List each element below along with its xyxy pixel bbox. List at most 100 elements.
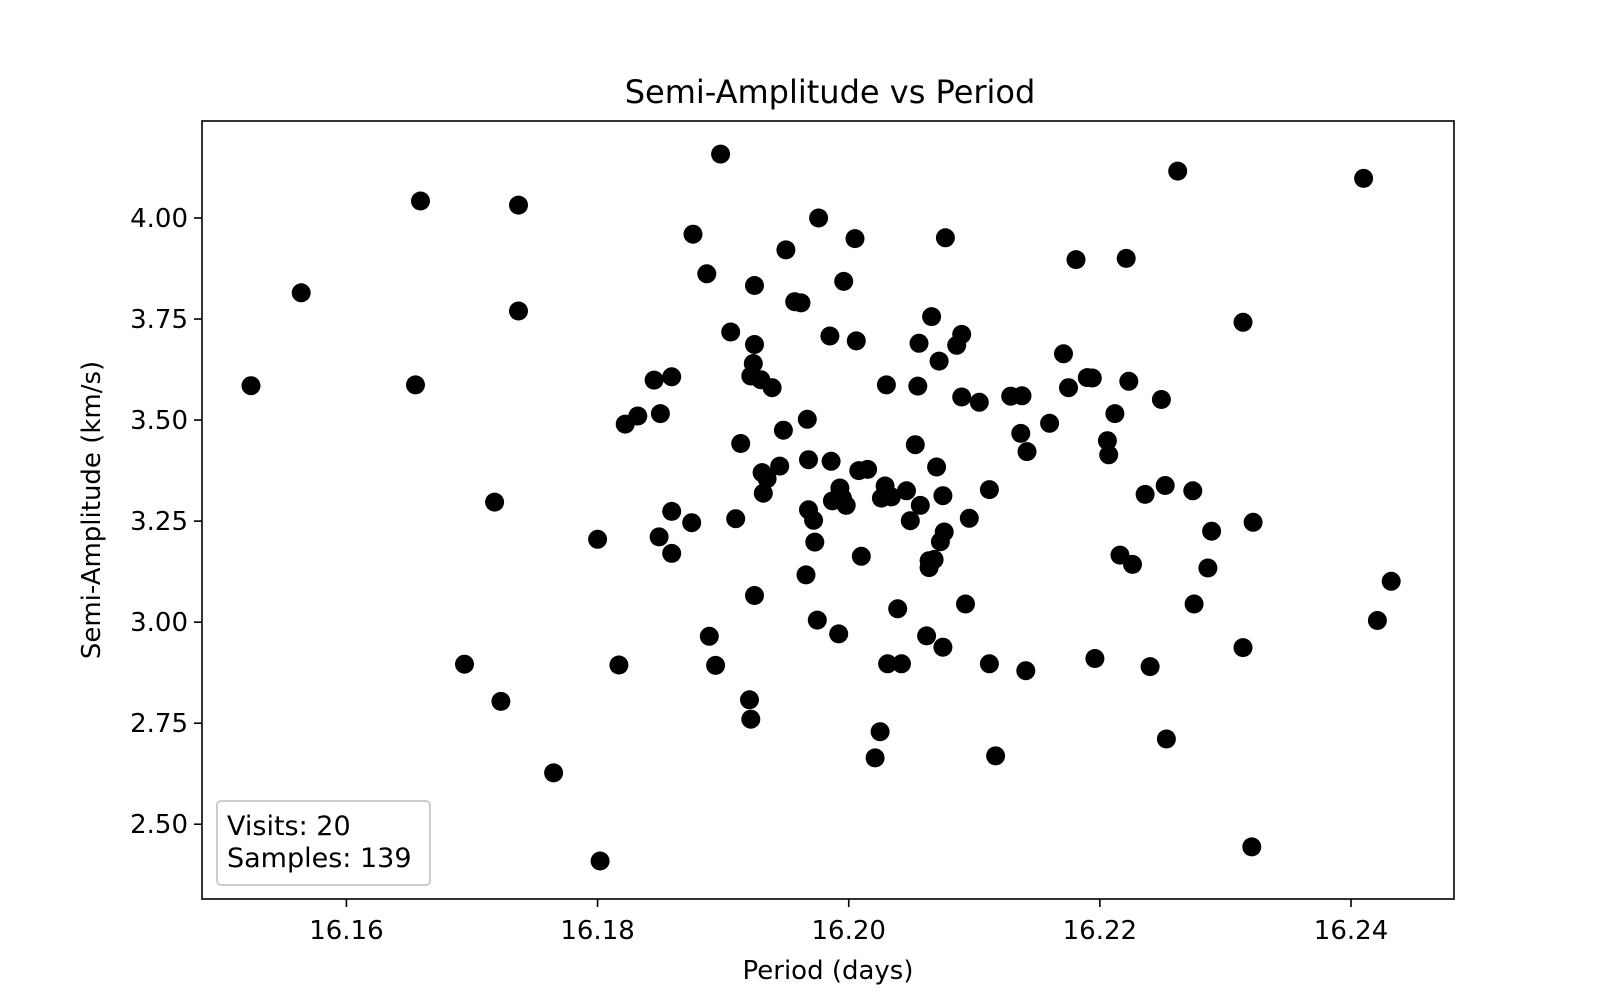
data-point	[986, 746, 1006, 766]
data-point	[773, 420, 793, 440]
data-point	[762, 378, 782, 398]
data-point	[1017, 442, 1037, 462]
data-point	[870, 722, 890, 742]
data-point	[628, 406, 648, 426]
data-point	[952, 324, 972, 344]
data-point	[662, 501, 682, 521]
data-point	[1354, 168, 1374, 188]
data-point	[1105, 404, 1125, 424]
data-point	[865, 748, 885, 768]
data-point	[770, 456, 790, 476]
data-point	[1243, 512, 1263, 532]
data-point	[876, 375, 896, 395]
x-tick-label: 16.16	[309, 916, 383, 946]
data-point	[979, 480, 999, 500]
data-point	[1381, 571, 1401, 591]
data-point	[745, 586, 764, 605]
data-point	[509, 195, 528, 215]
data-point	[731, 434, 751, 453]
data-point	[799, 450, 818, 470]
data-point	[933, 637, 953, 657]
data-point	[922, 307, 942, 327]
data-point	[1151, 390, 1171, 409]
data-point	[909, 333, 929, 353]
data-point	[935, 228, 955, 248]
data-point	[858, 459, 878, 479]
data-point	[1242, 837, 1262, 857]
data-point	[1198, 558, 1218, 578]
data-point	[846, 331, 866, 351]
y-tick-label: 3.75	[130, 305, 188, 335]
data-point	[929, 351, 949, 371]
data-point	[1168, 161, 1188, 181]
data-point	[1184, 594, 1204, 614]
annotation-visits: Visits: 20	[227, 811, 351, 842]
data-point	[791, 293, 811, 313]
y-axis-ticks: 2.50 2.75 3.00 3.25 3.50 3.75 4.00	[130, 204, 202, 840]
data-point	[1233, 638, 1253, 658]
y-axis-label: Semi-Amplitude (km/s)	[77, 361, 107, 659]
data-point	[683, 224, 703, 244]
data-point	[411, 191, 430, 211]
data-point	[745, 335, 764, 354]
data-point	[851, 546, 871, 566]
data-point	[711, 144, 731, 164]
data-point	[609, 655, 629, 675]
data-point	[845, 229, 865, 249]
data-point	[1233, 312, 1253, 332]
data-point	[807, 610, 827, 630]
data-point	[979, 654, 999, 674]
data-point	[1135, 484, 1155, 504]
x-axis-label: Period (days)	[743, 956, 914, 986]
data-point	[588, 529, 608, 549]
data-point	[878, 654, 898, 674]
x-tick-label: 16.24	[1314, 916, 1388, 946]
data-point	[927, 457, 947, 477]
data-point	[1155, 476, 1175, 495]
data-point	[743, 354, 763, 373]
data-point	[491, 691, 511, 711]
data-point	[740, 690, 759, 710]
data-point	[809, 208, 829, 228]
data-point	[1059, 378, 1078, 398]
x-axis-ticks: 16.16 16.18 16.20 16.22 16.24	[309, 899, 1388, 946]
data-point	[649, 527, 669, 547]
y-tick-label: 3.50	[130, 406, 188, 436]
annotation-frame	[216, 800, 431, 886]
data-point	[1011, 423, 1031, 443]
data-point	[1066, 250, 1086, 270]
data-point	[934, 522, 954, 542]
data-point	[1099, 445, 1119, 465]
data-point	[820, 326, 840, 346]
data-point	[726, 509, 746, 529]
data-point	[1119, 371, 1139, 391]
data-point	[662, 367, 682, 387]
data-point	[406, 375, 425, 395]
data-point	[933, 486, 953, 506]
chart-title: Semi-Amplitude vs Period	[625, 73, 1036, 111]
data-point	[952, 387, 972, 407]
data-point	[721, 322, 741, 342]
data-point	[956, 594, 975, 614]
data-point	[1183, 481, 1203, 501]
annotation-box: Visits: 20 Samples: 139	[216, 800, 431, 886]
data-point	[745, 276, 764, 295]
data-point	[1097, 431, 1117, 451]
y-tick-label: 4.00	[130, 204, 188, 234]
data-point	[1202, 521, 1222, 541]
data-point	[900, 511, 920, 531]
data-point	[753, 483, 773, 503]
data-point	[741, 709, 761, 729]
data-point	[892, 654, 911, 674]
data-point	[821, 451, 841, 471]
data-point	[924, 550, 944, 569]
x-tick-label: 16.18	[560, 916, 634, 946]
data-point	[1140, 657, 1160, 677]
y-tick-label: 3.00	[130, 608, 188, 638]
data-point	[897, 481, 916, 501]
data-point	[509, 301, 528, 321]
data-point	[1123, 554, 1142, 574]
data-point	[706, 655, 726, 675]
plot-frame	[201, 120, 1455, 900]
